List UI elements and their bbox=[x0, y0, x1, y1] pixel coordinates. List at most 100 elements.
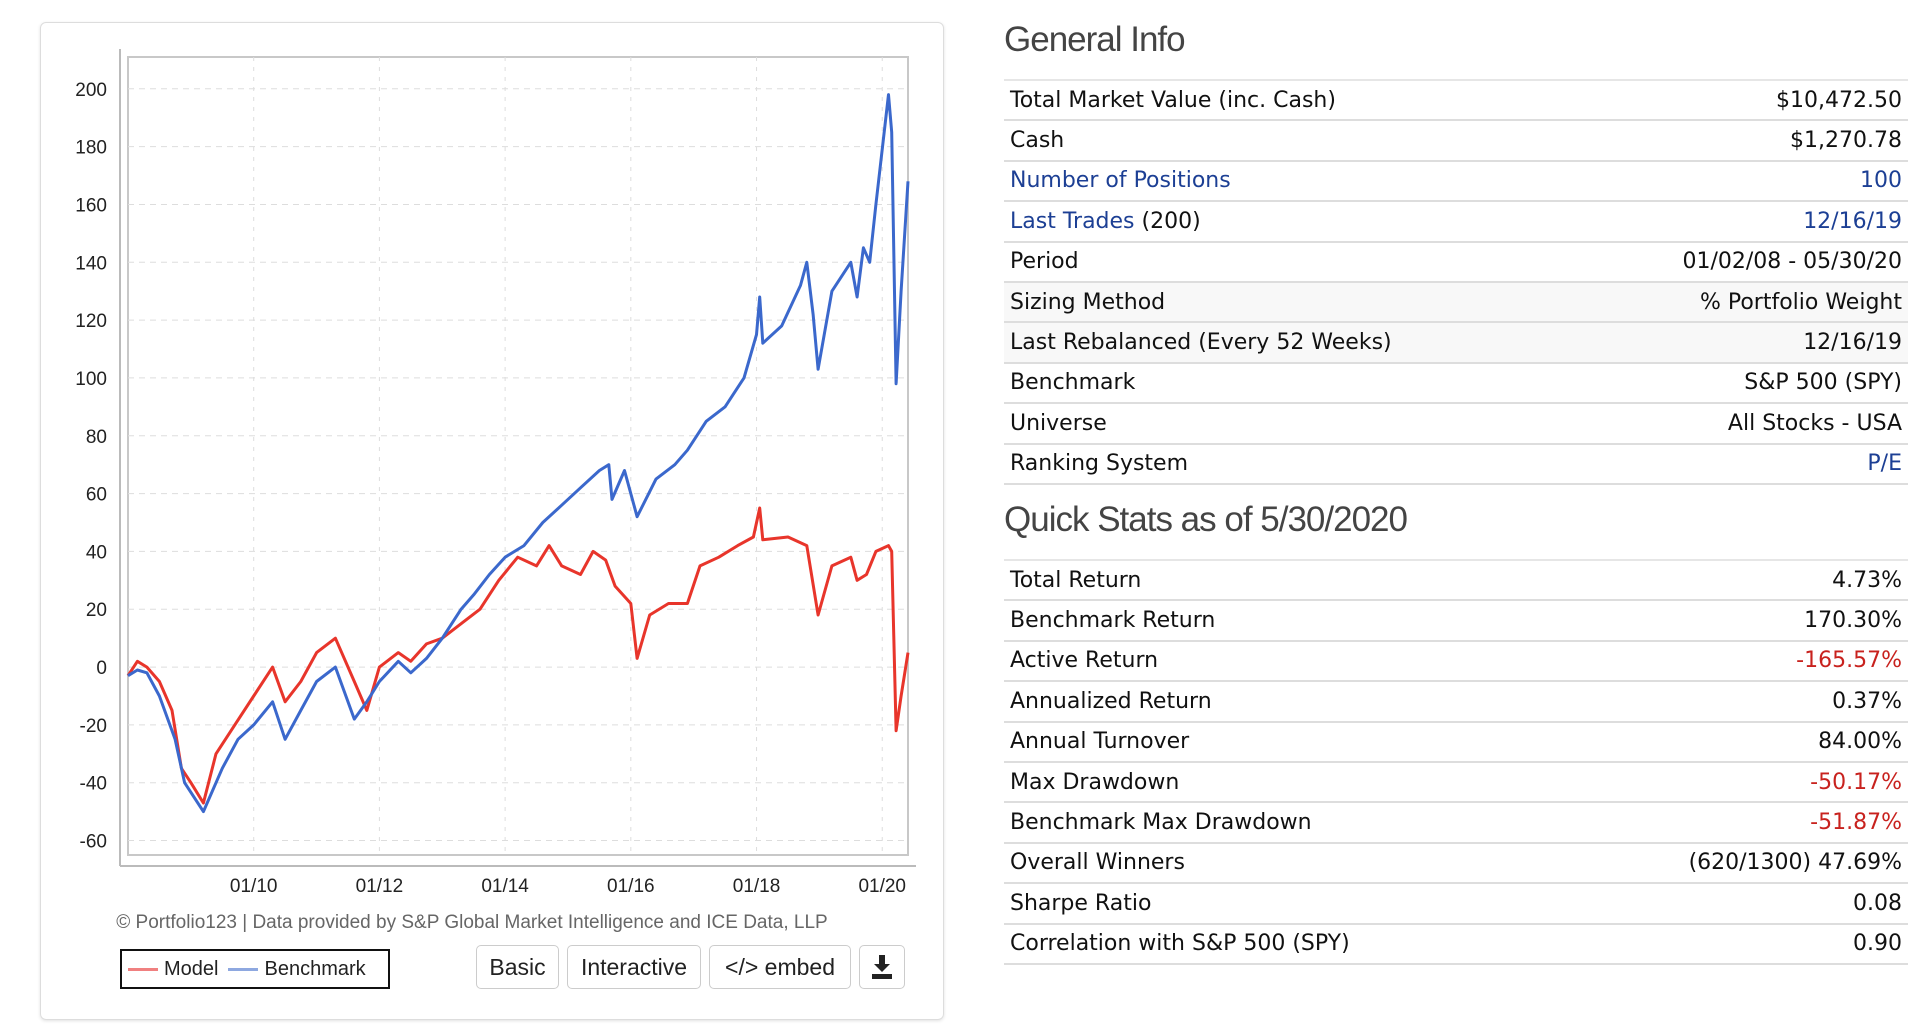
general-info-title: General Info bbox=[1004, 20, 1186, 59]
row-label-text: Sharpe Ratio bbox=[1010, 890, 1152, 916]
legend-benchmark-label: Benchmark bbox=[264, 957, 366, 980]
row-value-link[interactable]: 100 bbox=[1860, 168, 1902, 194]
y-tick-label: 200 bbox=[75, 80, 107, 101]
row-value: (620/1300) 47.69% bbox=[1688, 850, 1902, 876]
table-row: Annual Turnover 84.00% bbox=[1004, 721, 1908, 763]
row-value: 170.30% bbox=[1804, 608, 1902, 634]
x-tick-label: 01/10 bbox=[230, 876, 278, 897]
y-tick-label: -60 bbox=[80, 832, 107, 853]
row-label: Last Rebalanced (Every 52 Weeks) bbox=[1004, 322, 1574, 364]
row-label: Cash bbox=[1004, 120, 1574, 162]
interactive-button[interactable]: Interactive bbox=[567, 945, 701, 989]
row-label: Ranking System bbox=[1004, 443, 1574, 485]
row-value: 84.00% bbox=[1818, 729, 1902, 755]
row-value-cell: -50.17% bbox=[1554, 761, 1908, 804]
legend-item-benchmark[interactable]: Benchmark bbox=[228, 957, 366, 981]
table-row: Sharpe Ratio 0.08 bbox=[1004, 883, 1908, 925]
row-label: Sizing Method bbox=[1004, 281, 1574, 324]
row-label-text: Max Drawdown bbox=[1010, 769, 1180, 795]
chart-toolbar: Basic Interactive </> embed bbox=[476, 945, 905, 989]
row-value: All Stocks - USA bbox=[1727, 410, 1902, 436]
row-value-cell: 170.30% bbox=[1554, 600, 1908, 642]
row-value-cell: (620/1300) 47.69% bbox=[1554, 842, 1908, 885]
row-value-cell: 84.00% bbox=[1554, 721, 1908, 763]
row-value-link[interactable]: P/E bbox=[1867, 451, 1902, 477]
row-value-cell: -165.57% bbox=[1554, 640, 1908, 683]
y-tick-label: 140 bbox=[75, 253, 107, 274]
row-label: Universe bbox=[1004, 403, 1574, 445]
row-label: Correlation with S&P 500 (SPY) bbox=[1004, 923, 1555, 965]
row-label: Number of Positions bbox=[1004, 160, 1574, 203]
row-label: Max Drawdown bbox=[1004, 761, 1555, 804]
row-label-link[interactable]: Number of Positions bbox=[1010, 168, 1231, 194]
row-label-text: Benchmark Return bbox=[1010, 608, 1216, 634]
download-button[interactable] bbox=[859, 945, 905, 989]
y-tick-label: 120 bbox=[75, 311, 107, 332]
quick-stats-title: Quick Stats as of 5/30/2020 bbox=[1004, 500, 1408, 539]
y-tick-label: 20 bbox=[86, 600, 107, 621]
table-row: Period 01/02/08 - 05/30/20 bbox=[1004, 241, 1908, 283]
row-label: Benchmark Return bbox=[1004, 600, 1555, 642]
general-info-table: Total Market Value (inc. Cash) $10,472.50… bbox=[1004, 79, 1908, 485]
x-tick-label: 01/16 bbox=[607, 876, 655, 897]
table-row: Benchmark S&P 500 (SPY) bbox=[1004, 362, 1908, 405]
table-row: Benchmark Return 170.30% bbox=[1004, 600, 1908, 642]
row-value: -165.57% bbox=[1796, 648, 1902, 674]
x-tick-label: 01/14 bbox=[481, 876, 529, 897]
row-label: Total Return bbox=[1004, 560, 1555, 602]
row-label: Total Market Value (inc. Cash) bbox=[1004, 80, 1574, 122]
row-label-text: Last Rebalanced (Every 52 Weeks) bbox=[1010, 330, 1392, 356]
model-swatch bbox=[128, 967, 158, 971]
y-tick-label: 100 bbox=[75, 369, 107, 390]
table-row: Number of Positions 100 bbox=[1004, 160, 1908, 203]
row-label-text: Annualized Return bbox=[1010, 688, 1212, 714]
row-value-cell: 0.90 bbox=[1554, 923, 1908, 965]
plot-area bbox=[127, 56, 909, 856]
table-row: Annualized Return 0.37% bbox=[1004, 681, 1908, 723]
row-label-text: Benchmark bbox=[1010, 370, 1136, 396]
row-value-cell: $10,472.50 bbox=[1573, 80, 1908, 122]
row-value: -51.87% bbox=[1810, 810, 1902, 836]
row-value-cell: % Portfolio Weight bbox=[1573, 281, 1908, 324]
x-tick-label: 01/12 bbox=[356, 876, 404, 897]
row-value-cell: All Stocks - USA bbox=[1573, 403, 1908, 445]
table-row: Max Drawdown -50.17% bbox=[1004, 761, 1908, 804]
row-label-link[interactable]: Last Trades bbox=[1010, 208, 1135, 234]
model-series-line bbox=[126, 506, 910, 805]
row-value: -50.17% bbox=[1810, 769, 1902, 795]
row-value-cell: 12/16/19 bbox=[1573, 201, 1908, 243]
row-label: Sharpe Ratio bbox=[1004, 883, 1555, 925]
row-label-text: Total Return bbox=[1010, 567, 1142, 593]
table-row: Cash $1,270.78 bbox=[1004, 120, 1908, 162]
row-label: Active Return bbox=[1004, 640, 1555, 683]
y-tick-label: -20 bbox=[80, 716, 107, 737]
row-label-text: Benchmark Max Drawdown bbox=[1010, 810, 1312, 836]
table-row: Total Return 4.73% bbox=[1004, 560, 1908, 602]
row-value: 12/16/19 bbox=[1803, 330, 1902, 356]
table-row: Last Rebalanced (Every 52 Weeks) 12/16/19 bbox=[1004, 322, 1908, 364]
row-label-text: Ranking System bbox=[1010, 451, 1189, 477]
row-value: $1,270.78 bbox=[1790, 128, 1902, 154]
row-value: 4.73% bbox=[1832, 567, 1902, 593]
y-tick-label: 80 bbox=[86, 427, 107, 448]
legend-model-label: Model bbox=[164, 957, 219, 980]
row-value-cell: 01/02/08 - 05/30/20 bbox=[1573, 241, 1908, 283]
embed-button[interactable]: </> embed bbox=[709, 945, 851, 989]
row-label-text: Active Return bbox=[1010, 648, 1159, 674]
row-label: Annual Turnover bbox=[1004, 721, 1555, 763]
basic-button[interactable]: Basic bbox=[476, 945, 559, 989]
row-value: 0.37% bbox=[1832, 688, 1902, 714]
row-value: 0.90 bbox=[1853, 931, 1902, 957]
row-value-cell: 100 bbox=[1573, 160, 1908, 203]
row-label: Annualized Return bbox=[1004, 681, 1555, 723]
row-label: Overall Winners bbox=[1004, 842, 1555, 885]
row-label-suffix: (200) bbox=[1141, 208, 1201, 234]
row-value-cell: 0.08 bbox=[1554, 883, 1908, 925]
legend-item-model[interactable]: Model bbox=[128, 958, 218, 981]
row-label-text: Universe bbox=[1010, 410, 1107, 436]
row-value-cell: 0.37% bbox=[1554, 681, 1908, 723]
row-value: S&P 500 (SPY) bbox=[1744, 370, 1902, 396]
row-value-link[interactable]: 12/16/19 bbox=[1803, 208, 1902, 234]
download-icon bbox=[872, 955, 892, 979]
x-tick-label: 01/18 bbox=[733, 876, 781, 897]
